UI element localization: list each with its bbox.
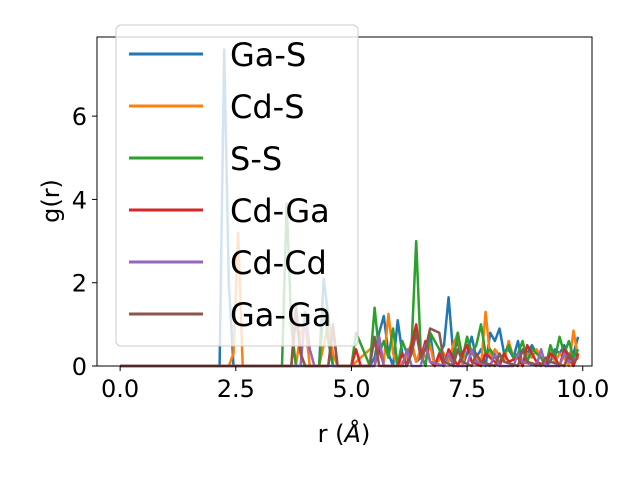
y-axis: 0 2 4 6	[72, 103, 97, 381]
x-tick-label: 7.5	[448, 375, 486, 403]
y-tick-label: 6	[72, 103, 87, 131]
y-axis-label: g(r)	[37, 179, 65, 223]
y-tick-label: 4	[72, 186, 87, 214]
legend: Ga-S Cd-S S-S Cd-Ga Cd-Cd Ga-Ga	[115, 24, 359, 347]
x-tick-label: 0.0	[101, 375, 139, 403]
x-tick-label: 2.5	[217, 375, 255, 403]
legend-label-cd-s: Cd-S	[230, 88, 305, 126]
legend-label-ga-s: Ga-S	[230, 36, 306, 74]
x-axis: 0.0 2.5 5.0 7.5 10.0	[101, 366, 609, 403]
x-tick-label: 10.0	[556, 375, 609, 403]
legend-label-cd-ga: Cd-Ga	[230, 192, 330, 230]
legend-label-cd-cd: Cd-Cd	[230, 244, 327, 282]
y-tick-label: 0	[72, 353, 87, 381]
legend-label-s-s: S-S	[230, 140, 282, 178]
x-tick-label: 5.0	[332, 375, 370, 403]
x-axis-label: r (Å)	[318, 419, 371, 448]
y-tick-label: 2	[72, 270, 87, 298]
legend-label-ga-ga: Ga-Ga	[230, 296, 332, 334]
